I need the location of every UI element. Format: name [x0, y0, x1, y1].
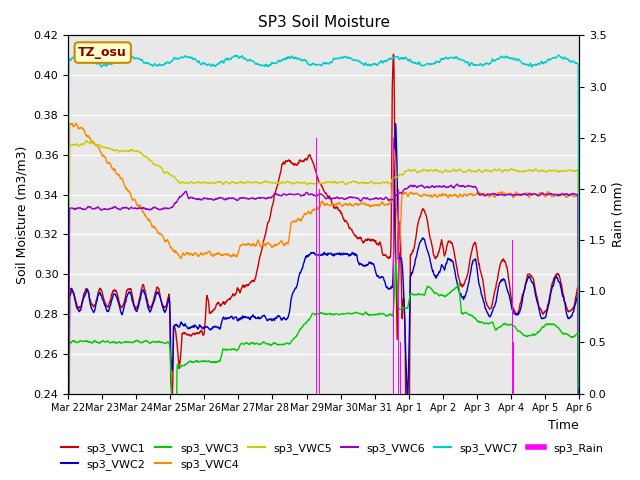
Text: TZ_osu: TZ_osu — [78, 46, 127, 59]
Y-axis label: Rain (mm): Rain (mm) — [612, 181, 625, 247]
X-axis label: Time: Time — [548, 419, 579, 432]
Y-axis label: Soil Moisture (m3/m3): Soil Moisture (m3/m3) — [15, 145, 28, 284]
Legend: sp3_VWC1, sp3_VWC2, sp3_VWC3, sp3_VWC4, sp3_VWC5, sp3_VWC6, sp3_VWC7, sp3_Rain: sp3_VWC1, sp3_VWC2, sp3_VWC3, sp3_VWC4, … — [57, 438, 607, 474]
Title: SP3 Soil Moisture: SP3 Soil Moisture — [257, 15, 390, 30]
